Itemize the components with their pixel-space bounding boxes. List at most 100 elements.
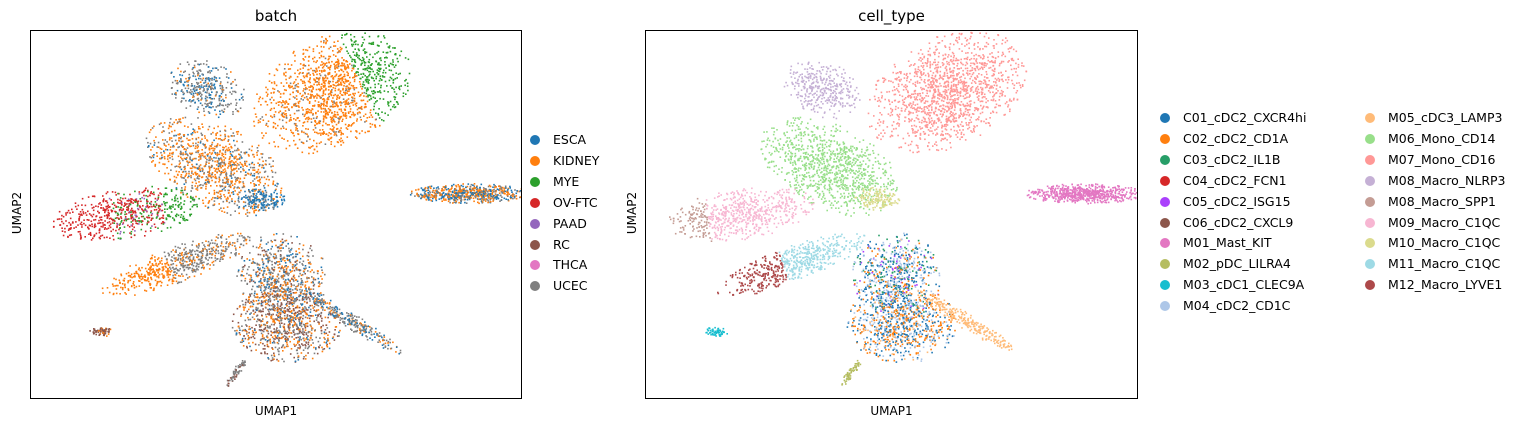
scatter-point [460,184,463,187]
scatter-point [228,103,231,106]
scatter-point [181,243,183,245]
scatter-plot-batch [30,30,522,399]
scatter-point [176,89,179,92]
scatter-point [456,198,459,201]
scatter-point [236,204,239,207]
scatter-point [116,226,118,229]
scatter-point [155,274,157,276]
scatter-point [199,127,201,130]
scatter-point [156,275,158,278]
scatter-point [202,126,204,128]
scatter-point [425,193,427,196]
scatter-point [148,216,151,219]
scatter-point [93,224,96,227]
scatter-point [185,194,188,196]
scatter-point [426,187,429,190]
scatter-point [177,165,180,168]
scatter-point [331,111,333,114]
scatter-point [306,120,309,123]
scatter-point [342,133,344,135]
scatter-point [164,208,166,210]
scatter-point [354,48,356,50]
scatter-point [156,216,158,218]
scatter-point [155,268,158,271]
scatter-point [286,296,289,299]
scatter-point [318,70,321,72]
scatter-point [458,188,461,190]
scatter-point [144,235,146,237]
scatter-point [143,189,146,192]
scatter-point [263,185,265,187]
scatter-point [74,205,77,208]
scatter-point [309,77,311,79]
scatter-point [160,230,163,232]
scatter-point [127,208,130,210]
scatter-point [61,220,63,223]
scatter-point [482,192,485,194]
scatter-point [280,82,283,84]
scatter-point [144,289,146,292]
scatter-point [134,201,137,203]
scatter-point [264,206,266,208]
scatter-point [193,178,196,180]
scatter-point [257,205,259,208]
scatter-point [195,244,198,247]
scatter-point [221,152,223,155]
scatter-point [400,50,403,53]
scatter-point [179,262,182,264]
scatter-point [148,272,150,274]
scatter-point [145,187,147,190]
scatter-point [122,222,125,224]
scatter-point [310,121,313,123]
scatter-point [423,196,426,199]
scatter-point [225,94,227,96]
scatter-point [371,63,373,65]
scatter-point [333,45,335,47]
scatter-point [242,182,245,185]
scatter-point [204,205,207,207]
scatter-point [322,79,324,82]
scatter-point [211,79,213,81]
scatter-point [233,163,235,166]
scatter-point [360,64,362,66]
scatter-point [150,265,152,267]
scatter-point [224,181,227,184]
scatter-point [166,158,169,160]
scatter-point [394,47,396,49]
scatter-point [88,233,90,235]
scatter-point [512,197,514,200]
scatter-point [194,75,197,78]
scatter-point [457,190,460,193]
scatter-point [66,225,68,227]
scatter-point [259,121,261,123]
scatter-point [98,228,101,230]
scatter-point [120,286,122,289]
scatter-point [464,201,466,204]
scatter-point [343,73,346,76]
scatter-point [357,56,359,59]
scatter-point [346,66,348,69]
scatter-point [221,104,223,106]
scatter-point [303,308,305,310]
scatter-point [427,187,430,189]
scatter-point [262,164,265,167]
scatter-point [337,83,340,85]
scatter-point [330,90,332,92]
scatter-point [304,113,306,116]
scatter-point [115,288,118,290]
scatter-point [247,203,250,205]
scatter-point [206,91,208,94]
scatter-point [114,285,116,287]
scatter-point [360,119,362,121]
scatter-point [214,174,216,176]
scatter-point [159,280,162,283]
scatter-point [169,154,171,157]
scatter-point [219,190,222,192]
scatter-point [493,186,496,189]
scatter-point [93,219,95,221]
scatter-point [97,205,99,208]
scatter-point [244,190,246,193]
scatter-point [378,64,381,66]
scatter-point [196,144,199,146]
scatter-point [394,106,397,108]
